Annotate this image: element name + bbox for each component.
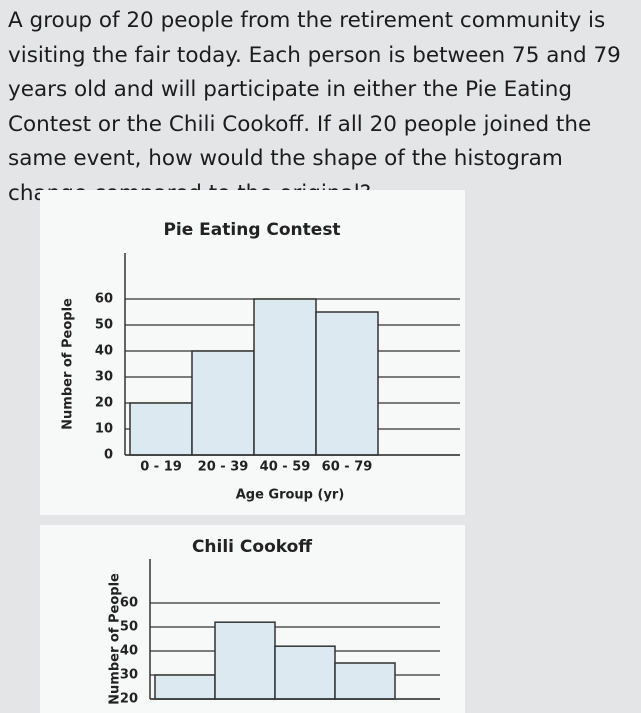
chart-title: Chili Cookoff (192, 537, 312, 557)
x-tick-label: 60 - 79 (322, 460, 373, 475)
y-axis-label: Number of People (61, 298, 76, 430)
bar (334, 662, 396, 700)
bar (253, 298, 317, 456)
question-text: A group of 20 people from the retirement… (8, 8, 621, 206)
x-tick-label: 40 - 59 (260, 460, 311, 475)
y-tick-label: 50 (95, 318, 113, 333)
y-axis-label: Number of People (108, 573, 123, 705)
x-tick-label: 20 - 39 (198, 460, 249, 475)
bar (315, 311, 379, 456)
bar (274, 645, 336, 700)
bar (214, 621, 276, 700)
chart: Pie Eating Contest 0 10 20 30 40 50 60 0 - 19 20 … (40, 190, 465, 515)
y-tick-label: 10 (95, 422, 113, 437)
y-tick-label: 30 (120, 668, 138, 683)
y-tick-label: 20 (95, 396, 113, 411)
y-tick-label: 30 (95, 370, 113, 385)
y-tick-label: 60 (120, 596, 138, 611)
bar (191, 350, 255, 456)
x-axis-label: Age Group (yr) (236, 488, 345, 503)
y-tick-label: 50 (120, 620, 138, 635)
y-tick-label: 60 (95, 292, 113, 307)
bar (129, 402, 193, 456)
bar (154, 674, 216, 700)
y-tick-label: 40 (95, 344, 113, 359)
chart-title: Pie Eating Contest (163, 220, 340, 240)
x-tick-label: 0 - 19 (140, 460, 182, 475)
y-tick-label: 40 (120, 644, 138, 659)
y-tick-label: 0 (104, 448, 113, 463)
y-tick-label: 20 (120, 692, 138, 707)
